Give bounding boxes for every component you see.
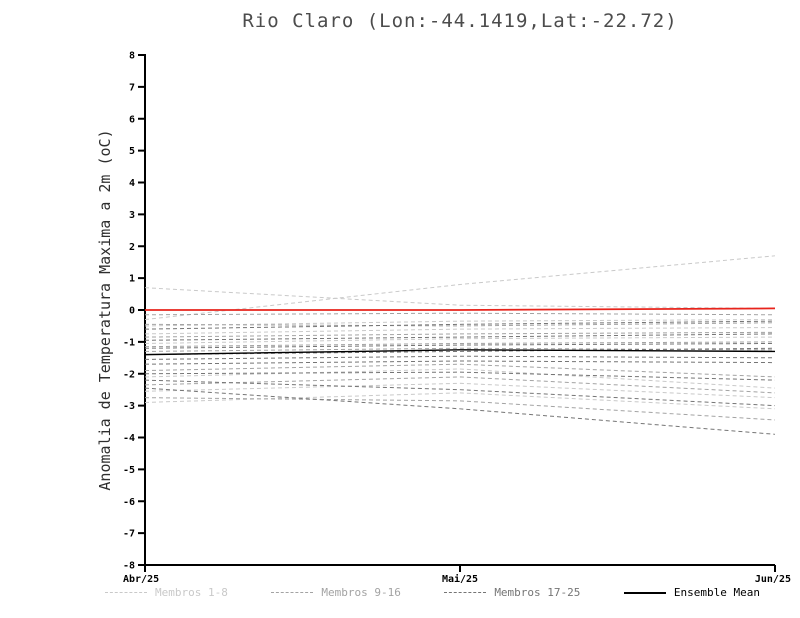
svg-text:-2: -2 bbox=[123, 369, 135, 380]
svg-text:-4: -4 bbox=[123, 433, 135, 444]
dashed-line-swatch bbox=[271, 592, 314, 593]
legend-label: Membros 17-25 bbox=[494, 586, 581, 599]
legend-item-ensemble-mean: Ensemble Mean bbox=[623, 586, 760, 599]
svg-text:7: 7 bbox=[129, 82, 135, 93]
svg-text:-5: -5 bbox=[123, 465, 135, 476]
svg-text:5: 5 bbox=[129, 146, 135, 157]
svg-text:0: 0 bbox=[129, 306, 135, 317]
dashed-line-swatch bbox=[105, 592, 147, 593]
svg-text:Abr/25: Abr/25 bbox=[123, 574, 159, 585]
svg-text:Mai/25: Mai/25 bbox=[442, 573, 478, 585]
svg-text:2: 2 bbox=[129, 242, 135, 253]
legend-item-membros-17-25: Membros 17-25 bbox=[444, 586, 580, 599]
svg-text:-6: -6 bbox=[123, 497, 135, 508]
svg-text:1: 1 bbox=[129, 274, 135, 285]
svg-text:-8: -8 bbox=[123, 561, 135, 572]
svg-text:6: 6 bbox=[129, 114, 135, 125]
chart-title: Rio Claro (Lon:-44.1419,Lat:-22.72) bbox=[242, 10, 678, 32]
svg-text:-1: -1 bbox=[123, 337, 135, 348]
svg-text:-7: -7 bbox=[123, 529, 135, 540]
legend-label: Membros 1-8 bbox=[155, 586, 228, 599]
svg-text:-3: -3 bbox=[123, 401, 135, 412]
legend-item-membros-1-8: Membros 1-8 bbox=[105, 586, 228, 599]
dashed-line-swatch bbox=[444, 592, 487, 593]
legend-item-membros-9-16: Membros 9-16 bbox=[271, 586, 401, 599]
svg-text:4: 4 bbox=[129, 178, 135, 189]
svg-text:3: 3 bbox=[129, 210, 135, 221]
svg-text:8: 8 bbox=[129, 51, 135, 62]
legend-label: Membros 9-16 bbox=[321, 586, 401, 599]
svg-text:Jun/25: Jun/25 bbox=[755, 574, 791, 585]
solid-line-swatch bbox=[623, 591, 666, 594]
chart-legend: Membros 1-8 Membros 9-16 Membros 17-25 E… bbox=[105, 586, 760, 599]
legend-label: Ensemble Mean bbox=[673, 586, 760, 599]
